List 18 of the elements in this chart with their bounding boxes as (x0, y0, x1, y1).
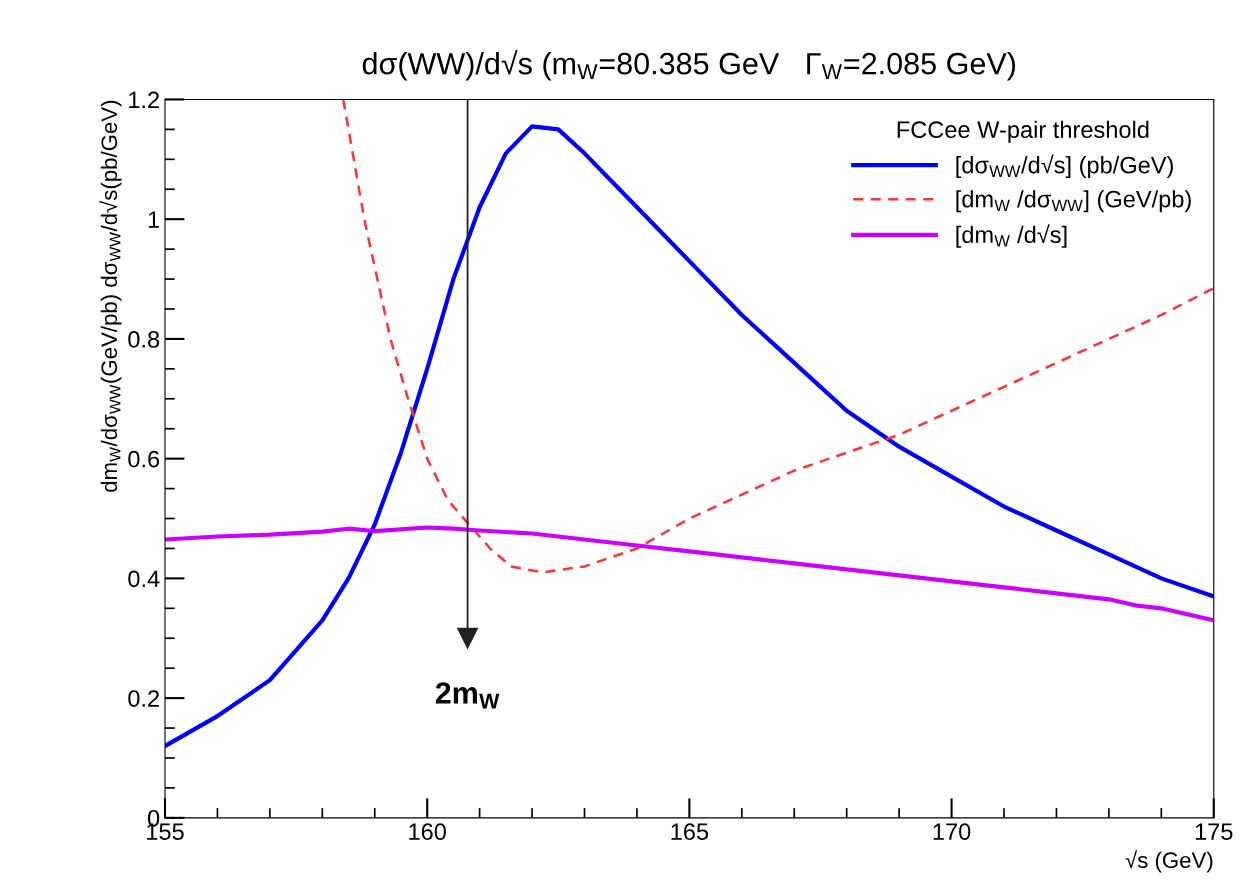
x-tick-label: 160 (409, 823, 446, 841)
y-tick-label: 0.4 (128, 570, 160, 588)
x-tick-label: 175 (1195, 823, 1233, 841)
legend-label: [dσ$_{WW}$/d√s] (pb/GeV) (956, 154, 1173, 179)
x-axis-title: √s (GeV) (1125, 850, 1213, 873)
legend-label: [dm$_{W}$ /d√s] (956, 224, 1067, 248)
y-axis-title: dm$_{W}$/dσ$_{WW}$(GeV/pb) dσ$_{WW}$/d√s(pb/GeV) (99, 100, 122, 492)
x-tick-label: 170 (933, 823, 971, 841)
y-tick-label: 0.2 (128, 690, 159, 707)
ref-line-label: 2m$_{W}$ (435, 682, 500, 709)
chart-title: dσ(WW)/d√s (m$_{W}$=80.385 GeV Γ$_{W}$=2.085 GeV) (362, 50, 1016, 81)
y-tick-label: 1.2 (129, 91, 159, 109)
y-tick-label: 0.8 (128, 330, 160, 348)
y-tick-label: 1 (148, 211, 159, 228)
legend-title: FCCee W-pair threshold (897, 120, 1149, 143)
y-tick-label: 0.6 (128, 450, 160, 468)
x-tick-label: 165 (671, 823, 709, 841)
legend-label: [dm$_{W}$ /dσ$_{WW}$] (GeV/pb) (956, 190, 1191, 213)
